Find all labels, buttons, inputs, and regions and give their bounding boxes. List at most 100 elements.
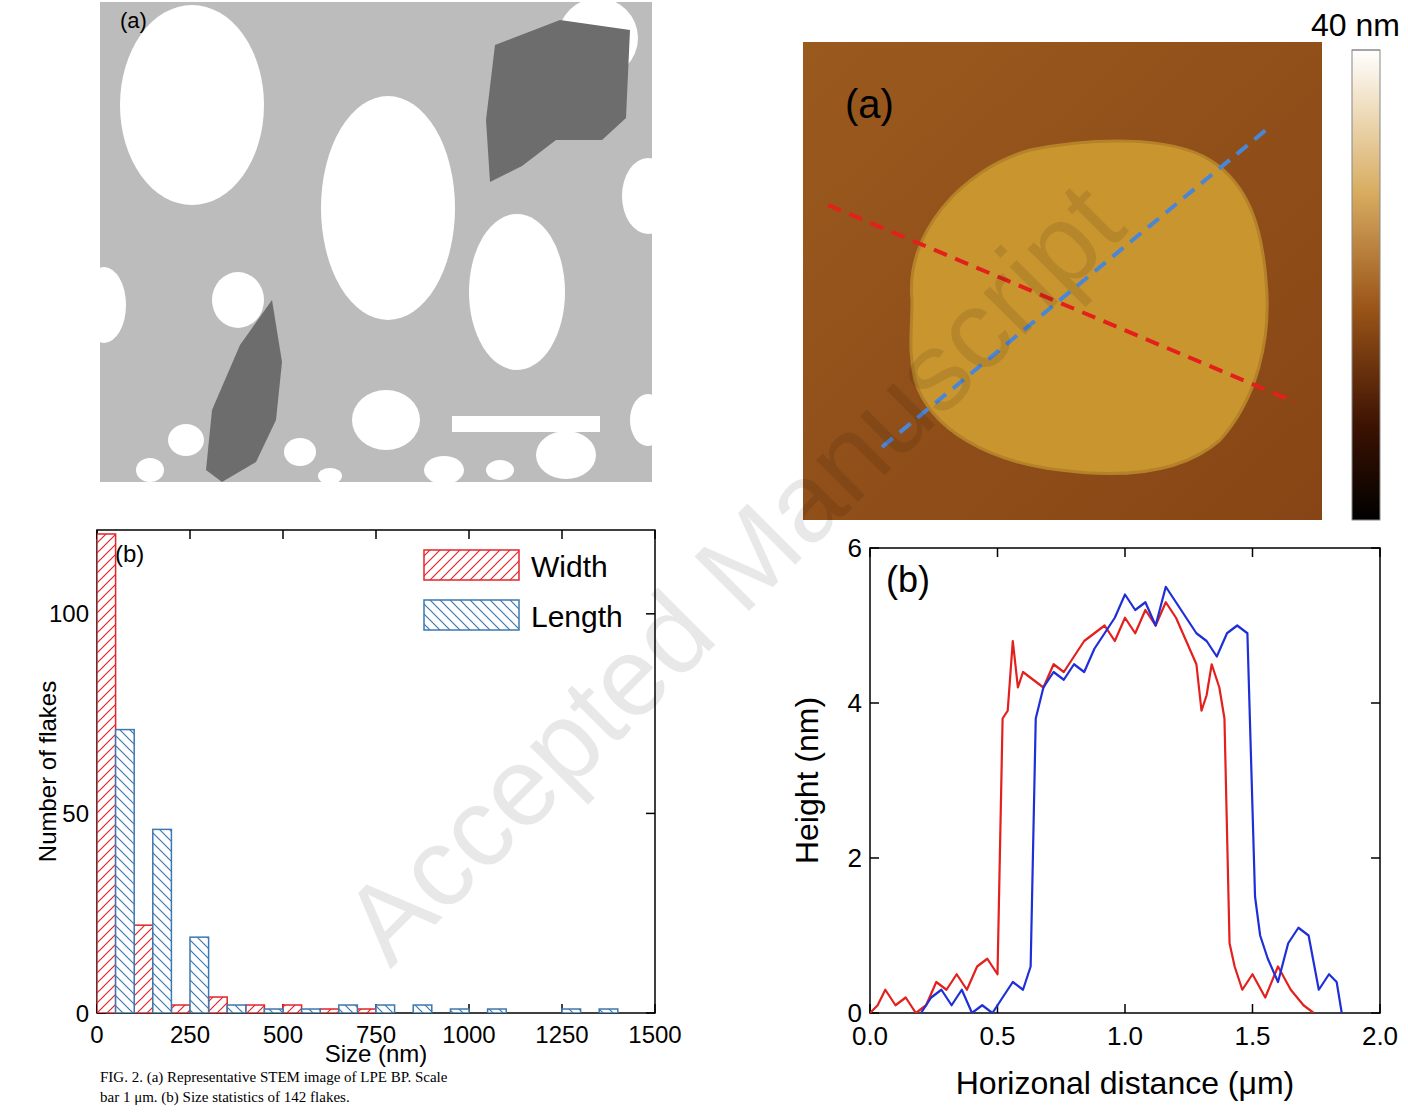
stem-hole — [168, 424, 204, 456]
x-tick-top — [1252, 548, 1254, 557]
y-axis-title: Height (nm) — [789, 697, 825, 864]
y-tick-label: 6 — [848, 533, 862, 563]
histogram-bar — [432, 1012, 451, 1013]
x-tick-label: 1250 — [535, 1021, 588, 1048]
panel-label: (b) — [886, 559, 930, 600]
x-tick-top — [654, 530, 656, 539]
x-tick-top — [869, 548, 871, 557]
y-tick-right — [1371, 547, 1380, 549]
x-tick — [1379, 1004, 1381, 1013]
caption-line: FIG. 2. (a) Representative STEM image of… — [100, 1069, 448, 1086]
profile-cut-blue — [882, 125, 1272, 447]
y-tick-label: 0 — [76, 1000, 89, 1027]
stem-flake — [206, 300, 282, 482]
histogram-bar — [357, 1009, 376, 1013]
x-tick-top — [1379, 548, 1381, 557]
histogram-bar — [562, 1009, 581, 1013]
histogram-bar — [97, 534, 116, 1013]
figure: (a)(a)40 nm0250500750100012501500050100S… — [0, 0, 1408, 1112]
histogram-bar — [190, 937, 209, 1013]
x-tick-top — [561, 530, 563, 539]
stem-hole — [136, 458, 164, 482]
y-tick — [870, 702, 879, 704]
y-tick-right — [646, 813, 655, 815]
x-tick-label: 1.0 — [1107, 1021, 1143, 1051]
x-tick-label: 500 — [263, 1021, 303, 1048]
stem-background — [100, 2, 652, 482]
histogram-bar — [171, 1005, 190, 1013]
y-tick-right — [1371, 857, 1380, 859]
profile-cut-red — [828, 205, 1295, 402]
y-tick-label: 100 — [49, 600, 89, 627]
legend-label: Length — [531, 600, 623, 633]
stem-hole — [352, 390, 420, 450]
colorbar — [1352, 50, 1380, 520]
x-tick-top — [189, 530, 191, 539]
stem-hole — [318, 468, 342, 482]
histogram-bar — [413, 1005, 432, 1013]
plot-frame — [870, 548, 1380, 1013]
stem-hole — [469, 214, 565, 370]
afm-image — [803, 42, 1322, 520]
histogram-bar — [506, 1012, 525, 1013]
legend-swatch — [424, 550, 519, 580]
y-tick-label: 4 — [848, 688, 862, 718]
x-tick-top — [468, 530, 470, 539]
x-tick — [1124, 1004, 1126, 1013]
histogram-bar — [320, 1009, 339, 1013]
histogram-bar — [302, 1009, 321, 1013]
scale-bar — [452, 416, 600, 432]
panel-label: (a) — [120, 8, 147, 33]
x-tick — [654, 1004, 656, 1013]
x-tick-label: 0.5 — [979, 1021, 1015, 1051]
histogram-bar — [450, 1009, 469, 1013]
x-tick-label: 2.0 — [1362, 1021, 1398, 1051]
histogram-bar — [525, 1012, 544, 1013]
stem-hole — [120, 5, 264, 205]
histogram-bar — [153, 829, 172, 1013]
profile-line — [921, 587, 1342, 1013]
x-tick-label: 1000 — [442, 1021, 495, 1048]
watermark: Accepted Manuscript — [319, 159, 1147, 987]
stem-hole — [212, 272, 264, 328]
y-tick-right — [1371, 1012, 1380, 1014]
profile-line — [870, 602, 1314, 1013]
colorbar-tick — [1352, 50, 1380, 51]
histogram-bar — [246, 1005, 265, 1013]
stem-hole — [536, 431, 596, 479]
histogram-bar — [339, 1005, 358, 1013]
y-tick-right — [1371, 702, 1380, 704]
histogram-bar — [395, 1012, 414, 1013]
x-axis-title: Size (nm) — [325, 1040, 428, 1067]
histogram-bar — [116, 730, 135, 1013]
y-tick-label: 2 — [848, 843, 862, 873]
x-tick-label: 0 — [90, 1021, 103, 1048]
colorbar-label: 40 nm — [1311, 7, 1400, 43]
histogram-bar — [488, 1009, 507, 1013]
x-tick-label: 1.5 — [1234, 1021, 1270, 1051]
stem-hole — [321, 96, 455, 320]
afm-background — [803, 42, 1322, 520]
stem-hole — [424, 456, 464, 482]
stem-image — [100, 2, 652, 482]
stem-flake — [486, 20, 630, 182]
histogram-bar — [376, 1005, 395, 1013]
x-tick-top — [1124, 548, 1126, 557]
y-tick-label: 50 — [62, 800, 89, 827]
x-tick-label: 250 — [170, 1021, 210, 1048]
stem-hole — [622, 158, 652, 234]
x-tick-label: 1500 — [628, 1021, 681, 1048]
y-tick — [870, 547, 879, 549]
histogram-bar — [599, 1009, 618, 1013]
histogram-bar — [134, 925, 153, 1013]
stem-hole — [486, 460, 514, 480]
plot-frame — [97, 530, 655, 1013]
y-tick — [870, 857, 879, 859]
y-axis-title: Number of flakes — [34, 681, 61, 862]
afm-flake — [911, 141, 1267, 474]
x-tick-top — [375, 530, 377, 539]
y-tick-right — [646, 1012, 655, 1014]
stem-hole — [284, 438, 316, 466]
legend-swatch — [424, 600, 519, 630]
x-tick-top — [997, 548, 999, 557]
